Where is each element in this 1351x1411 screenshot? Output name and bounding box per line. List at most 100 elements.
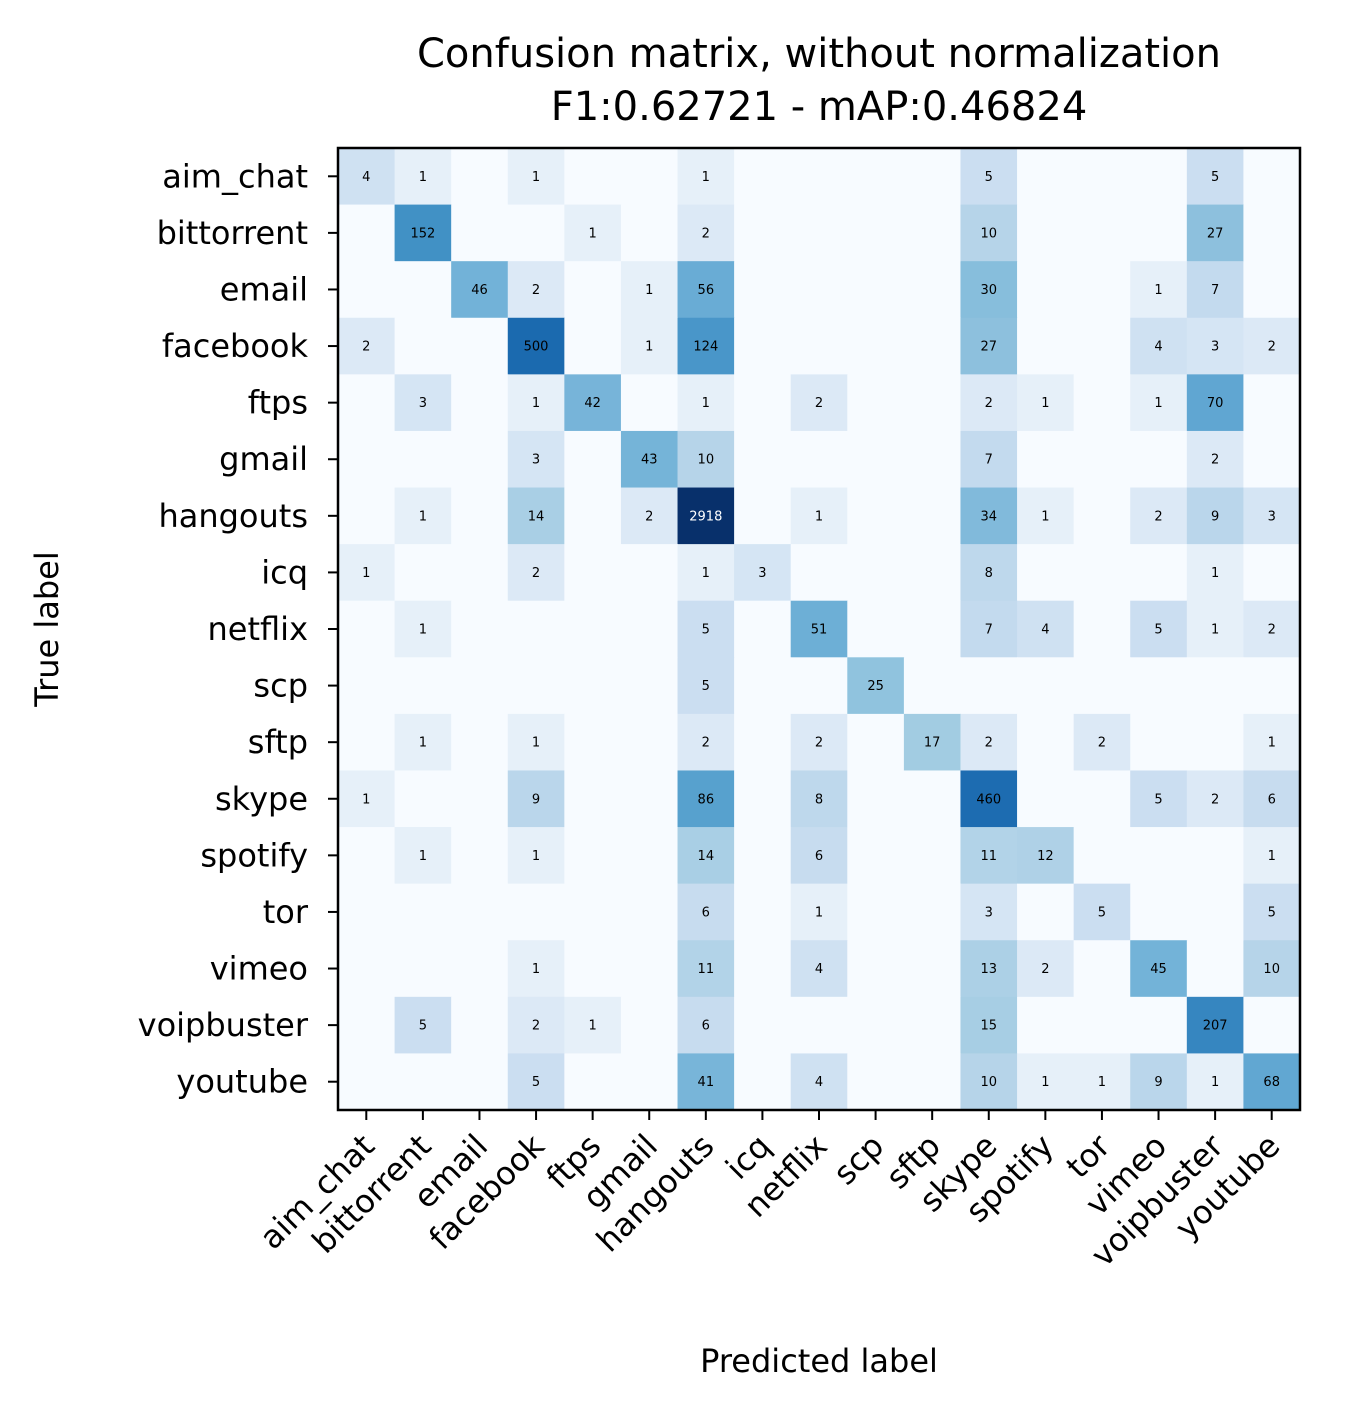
heatmap-cell <box>564 204 622 262</box>
heatmap-cell <box>564 940 622 998</box>
cell-value-label: 1 <box>419 849 427 864</box>
chart-title: Confusion matrix, without normalization <box>417 31 1221 77</box>
heatmap-cell <box>451 148 509 206</box>
heatmap-cell <box>677 770 735 828</box>
cell-value-label: 1 <box>645 283 653 298</box>
heatmap-cell <box>1186 1053 1244 1111</box>
heatmap-cell <box>338 1053 396 1111</box>
heatmap-cell <box>394 713 452 771</box>
cell-value-label: 1 <box>419 623 427 638</box>
cell-value-label: 2918 <box>689 509 722 524</box>
cell-value-label: 500 <box>524 340 549 355</box>
heatmap-cell <box>620 657 679 715</box>
heatmap-cell <box>507 883 565 941</box>
cell-value-label: 14 <box>528 509 545 524</box>
cell-value-label: 8 <box>985 566 993 581</box>
heatmap-cell <box>1243 148 1301 206</box>
y-tick-label: skype <box>215 780 308 818</box>
heatmap-cell <box>1130 430 1188 489</box>
heatmap-cell <box>451 940 509 998</box>
cell-value-label: 1 <box>702 170 710 185</box>
heatmap-cell <box>790 148 848 206</box>
heatmap-cell <box>1073 657 1131 715</box>
heatmap-cell <box>790 996 848 1054</box>
cell-value-label: 5 <box>532 1075 540 1090</box>
y-tick-label: youtube <box>176 1063 308 1101</box>
heatmap-cell <box>734 713 792 771</box>
heatmap-cell <box>564 657 622 715</box>
heatmap-cell <box>564 1053 622 1111</box>
heatmap-cell <box>677 544 735 602</box>
heatmap-cell <box>734 487 792 545</box>
cell-value-label: 2 <box>362 340 370 355</box>
cell-value-label: 4 <box>1154 340 1162 355</box>
heatmap-cell <box>1186 883 1244 941</box>
heatmap-cell <box>1243 487 1301 545</box>
heatmap-cell <box>564 827 622 885</box>
heatmap-cell <box>960 827 1018 885</box>
cell-value-label: 43 <box>641 453 658 468</box>
heatmap-cell <box>394 827 452 885</box>
y-axis-label: True label <box>28 551 66 708</box>
heatmap-cell <box>677 883 735 941</box>
heatmap-cell <box>338 657 396 715</box>
heatmap-cell <box>1073 317 1131 375</box>
heatmap-cell <box>394 770 452 828</box>
heatmap-cell <box>620 940 679 998</box>
cell-value-label: 9 <box>1211 509 1219 524</box>
heatmap-cell <box>394 600 452 658</box>
heatmap-cell <box>903 996 961 1054</box>
cell-value-label: 4 <box>362 170 370 185</box>
cell-value-label: 4 <box>815 962 823 977</box>
heatmap-cell <box>338 430 396 489</box>
heatmap-cell <box>1017 713 1075 771</box>
heatmap-cell <box>1186 487 1244 545</box>
x-tick-labels: aim_chatbittorrentemailfacebookftpsgmail… <box>252 1126 1287 1274</box>
heatmap-cell <box>847 544 905 602</box>
y-tick-label: icq <box>261 553 308 591</box>
heatmap-cell <box>790 940 848 998</box>
heatmap-cell <box>734 1053 792 1111</box>
heatmap-cell <box>451 827 509 885</box>
heatmap-cell <box>564 996 622 1054</box>
heatmap-cell <box>960 148 1018 206</box>
heatmap-cell <box>1017 1053 1075 1111</box>
heatmap-cell <box>394 657 452 715</box>
heatmap-cell <box>1186 261 1244 319</box>
heatmap-cell <box>1073 1053 1131 1111</box>
heatmap-cell <box>394 317 452 375</box>
cell-value-label: 1 <box>589 226 597 241</box>
cell-value-label: 9 <box>532 792 540 807</box>
heatmap-cell <box>620 374 679 432</box>
y-tick-label: ftps <box>248 384 308 422</box>
chart-subtitle: F1:0.62721 - mAP:0.46824 <box>551 84 1088 130</box>
heatmap-cell <box>620 770 679 828</box>
heatmap-cell <box>564 600 622 658</box>
heatmap-cell <box>564 544 622 602</box>
heatmap-cell <box>451 713 509 771</box>
cell-value-label: 6 <box>815 849 823 864</box>
heatmap-cell <box>903 657 961 715</box>
heatmap-cell <box>1017 430 1075 489</box>
heatmap-cell <box>903 940 961 998</box>
heatmap-cell <box>620 487 679 545</box>
heatmap-cell <box>847 204 905 262</box>
cell-value-label: 2 <box>532 566 540 581</box>
heatmap-cell <box>960 261 1018 319</box>
cell-value-label: 27 <box>980 340 997 355</box>
cell-value-label: 1 <box>645 340 653 355</box>
cell-value-label: 9 <box>1154 1075 1162 1090</box>
heatmap-cell <box>620 713 679 771</box>
heatmap-cell <box>338 940 396 998</box>
heatmap-cell <box>1130 940 1188 998</box>
heatmap-cell <box>790 883 848 941</box>
heatmap-cell <box>564 261 622 319</box>
cell-value-label: 2 <box>1268 623 1276 638</box>
heatmap-cell <box>960 657 1018 715</box>
heatmap-cell <box>507 204 565 262</box>
cell-value-label: 1 <box>419 736 427 751</box>
heatmap-cell <box>451 883 509 941</box>
heatmap-cell <box>1017 770 1075 828</box>
heatmap-cell <box>677 204 735 262</box>
